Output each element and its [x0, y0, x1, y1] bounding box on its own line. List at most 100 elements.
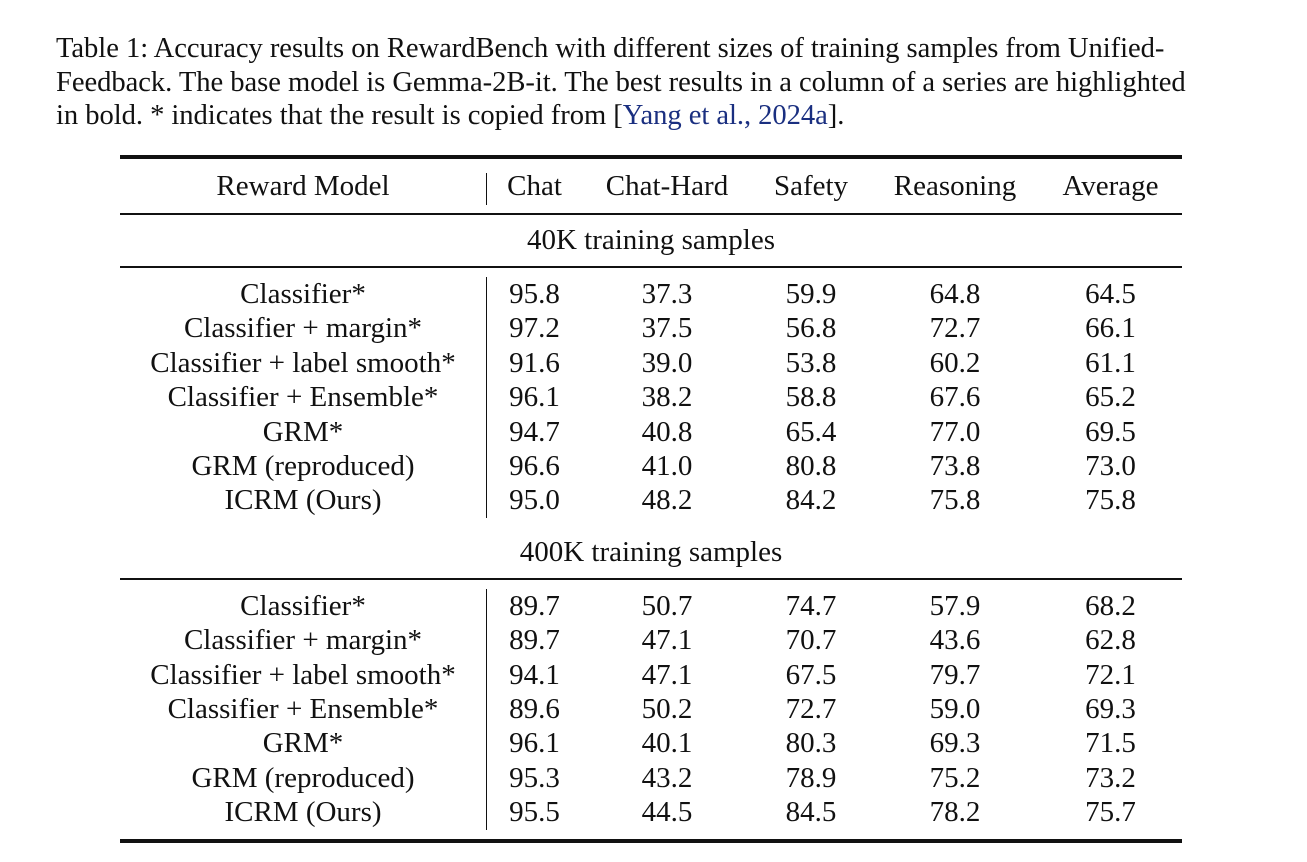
safety-cell: 58.8: [785, 381, 837, 414]
chat-cell: 95.3: [486, 760, 583, 796]
average-cell: 72.1: [1085, 658, 1136, 691]
table-row: Classifier + margin* 89.7 47.1 70.7 43.6 62.8: [120, 623, 1182, 659]
model-name-cell: GRM*: [262, 727, 344, 760]
chat-cell: 96.1: [486, 380, 583, 416]
header-average: Average: [1039, 155, 1182, 215]
header-safety: Safety: [751, 155, 871, 215]
average-cell: 62.8: [1085, 624, 1136, 657]
table-caption: Table 1: Accuracy results on RewardBench…: [56, 32, 1256, 133]
safety-cell: 53.8: [785, 346, 837, 379]
chat-cell: 97.2: [486, 311, 583, 347]
reasoning-cell: 77.0: [929, 415, 981, 448]
table-row: ICRM (Ours) 95.5 44.5 84.5 78.2 75.7: [120, 795, 1182, 843]
chat-cell: 89.6: [486, 692, 583, 727]
safety-cell: 84.2: [785, 484, 837, 517]
safety-cell: 56.8: [785, 312, 837, 345]
average-cell: 73.2: [1085, 761, 1136, 794]
table-row: GRM* 94.7 40.8 65.4 77.0 69.5: [120, 414, 1182, 450]
safety-cell: 72.7: [785, 693, 837, 726]
chat-hard-cell: 48.2: [641, 484, 693, 517]
table-row: ICRM (Ours) 95.0 48.2 84.2 75.8 75.8: [120, 483, 1182, 526]
table-row: Classifier + label smooth* 91.6 39.0 53.8 60…: [120, 345, 1182, 381]
section-title: 400K training samples: [120, 526, 1182, 580]
chat-hard-cell: 41.0: [641, 450, 693, 483]
caption-line-3-end: ].: [827, 100, 845, 131]
average-cell: 61.1: [1085, 346, 1136, 379]
chat-cell: 95.0: [486, 483, 583, 526]
model-name-cell: GRM*: [262, 415, 344, 448]
header-row: Reward Model Chat Chat-Hard Safety Reaso…: [120, 155, 1182, 215]
reasoning-cell: 75.2: [929, 761, 981, 794]
average-cell: 75.8: [1085, 484, 1136, 517]
reasoning-cell: 57.9: [929, 589, 981, 622]
table-row: GRM (reproduced) 95.3 43.2 78.9 75.2 73.2: [120, 760, 1182, 796]
section-title: 40K training samples: [120, 214, 1182, 268]
citation-link[interactable]: Yang et al., 2024a: [622, 100, 828, 131]
header-chat: Chat: [486, 155, 583, 215]
chat-cell: 94.1: [486, 657, 583, 693]
model-name-cell: GRM (reproduced): [191, 450, 415, 483]
safety-cell: 67.5: [785, 658, 837, 691]
reasoning-cell: 69.3: [929, 727, 981, 760]
chat-cell: 89.7: [486, 579, 583, 623]
reasoning-cell: 72.7: [929, 312, 981, 345]
safety-cell: 78.9: [785, 761, 837, 794]
safety-cell: 80.3: [785, 727, 837, 760]
reasoning-cell: 60.2: [929, 346, 981, 379]
safety-cell: 80.8: [785, 450, 837, 483]
model-name-cell: Classifier*: [240, 278, 366, 310]
table-row: Classifier* 89.7 50.7 74.7 57.9 68.2: [120, 579, 1182, 623]
average-cell: 65.2: [1085, 381, 1136, 414]
reasoning-cell: 64.8: [929, 278, 981, 310]
model-name-cell: Classifier + label smooth*: [150, 346, 456, 379]
average-cell: 64.5: [1085, 278, 1136, 310]
reasoning-cell: 73.8: [929, 450, 981, 483]
table-row: Classifier + margin* 97.2 37.5 56.8 72.7 66.1: [120, 311, 1182, 347]
table-row: Classifier + Ensemble* 89.6 50.2 72.7 59.0 69…: [120, 692, 1182, 727]
chat-hard-cell: 40.8: [641, 415, 693, 448]
chat-cell: 96.1: [486, 726, 583, 762]
chat-hard-cell: 37.5: [641, 312, 693, 345]
table-row: Classifier + label smooth* 94.1 47.1 67.5 79…: [120, 657, 1182, 693]
average-cell: 66.1: [1085, 312, 1136, 345]
model-name-cell: Classifier + label smooth*: [150, 658, 456, 691]
reasoning-cell: 67.6: [929, 381, 981, 414]
chat-hard-cell: 50.2: [641, 693, 693, 726]
average-cell: 71.5: [1085, 727, 1136, 760]
reasoning-cell: 75.8: [929, 484, 981, 517]
average-cell: 68.2: [1085, 589, 1136, 622]
caption-line-1: Table 1: Accuracy results on RewardBench…: [56, 33, 1165, 64]
chat-hard-cell: 50.7: [641, 589, 693, 622]
safety-cell: 70.7: [785, 624, 837, 657]
chat-cell: 95.5: [486, 795, 583, 843]
table-body: 40K training samples Classifier* 95.8 37.3 5…: [120, 214, 1182, 843]
model-name-cell: Classifier + Ensemble*: [167, 693, 439, 726]
header-reward-model: Reward Model: [120, 155, 486, 215]
table-row: Classifier + Ensemble* 96.1 38.2 58.8 67.6 65…: [120, 380, 1182, 416]
chat-hard-cell: 38.2: [641, 381, 693, 414]
chat-hard-cell: 37.3: [641, 278, 693, 310]
chat-cell: 95.8: [486, 267, 583, 311]
chat-hard-cell: 47.1: [641, 658, 693, 691]
safety-cell: 84.5: [751, 795, 871, 843]
header-reasoning: Reasoning: [871, 155, 1039, 215]
chat-hard-cell: 47.1: [641, 624, 693, 657]
table-row: Classifier* 95.8 37.3 59.9 64.8 64.5: [120, 267, 1182, 311]
average-cell: 69.5: [1085, 415, 1136, 448]
model-name-cell: Classifier*: [240, 589, 366, 622]
chat-cell: 91.6: [486, 345, 583, 381]
section-header-row: 40K training samples: [120, 214, 1182, 268]
model-name-cell: ICRM (Ours): [224, 484, 382, 517]
chat-hard-cell: 40.1: [641, 727, 693, 760]
chat-cell: 89.7: [486, 623, 583, 659]
caption-line-3-text: in bold. * indicates that the result is …: [56, 100, 623, 131]
table-row: GRM* 96.1 40.1 80.3 69.3 71.5: [120, 726, 1182, 762]
model-name-cell: Classifier + Ensemble*: [167, 381, 439, 414]
safety-cell: 59.9: [785, 278, 837, 310]
reasoning-cell: 78.2: [871, 795, 1039, 843]
caption-line-3: in bold. * indicates that the result is …: [56, 99, 1256, 133]
safety-cell: 74.7: [785, 589, 837, 622]
safety-cell: 65.4: [785, 415, 837, 448]
chat-hard-cell: 44.5: [583, 795, 751, 843]
model-name-cell: Classifier + margin*: [183, 624, 423, 657]
